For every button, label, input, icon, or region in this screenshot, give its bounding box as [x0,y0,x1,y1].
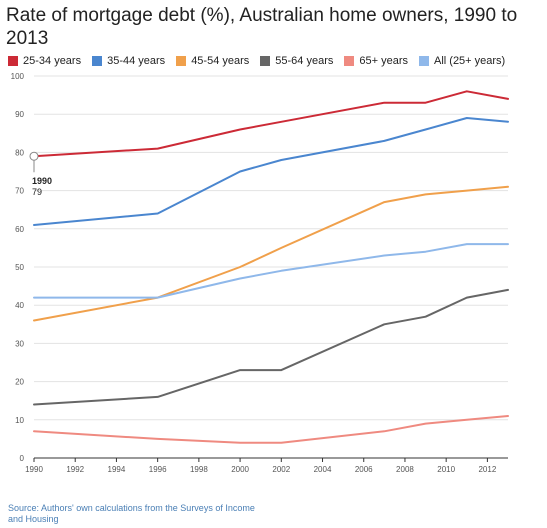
series-line-all-25-years[interactable] [33,243,509,299]
x-tick-label-1994: 1994 [108,465,126,474]
series-line-35-44-years[interactable] [33,117,509,226]
y-tick-label-90: 90 [15,110,24,119]
legend-label-35-44: 35-44 years [107,55,166,67]
legend-swatch-35-44 [92,56,103,66]
legend: 25-34 years 35-44 years 45-54 years 55-6… [8,54,516,68]
y-tick-label-50: 50 [15,263,24,272]
legend-item-65-plus[interactable]: 65+ years [344,55,408,67]
x-tick-label-2010: 2010 [437,465,455,474]
series-lines [33,90,509,444]
series-line-25-34-years[interactable] [33,90,509,158]
x-tick-label-1992: 1992 [66,465,84,474]
legend-label-65-plus: 65+ years [359,55,408,67]
y-tick-label-70: 70 [15,187,24,196]
x-tick-label-2002: 2002 [272,465,290,474]
tooltip-marker[interactable] [29,151,39,161]
legend-label-45-54: 45-54 years [191,55,250,67]
series-line-65-years[interactable] [33,415,509,444]
y-tick-label-80: 80 [15,148,24,157]
legend-label-25-34: 25-34 years [23,55,82,67]
chart-title: Rate of mortgage debt (%), Australian ho… [6,5,518,49]
x-tick-label-2012: 2012 [478,465,496,474]
y-tick-label-60: 60 [15,225,24,234]
x-tick-label-2000: 2000 [231,465,249,474]
line-chart: 0 10 20 30 40 50 60 70 80 90 100 1990 1992 1994 1996 19… [11,72,509,474]
series-line-55-64-years[interactable] [33,288,509,406]
y-tick-label-10: 10 [15,416,24,425]
legend-item-35-44[interactable]: 35-44 years [92,55,165,67]
x-tick-label-2006: 2006 [355,465,373,474]
legend-item-45-54[interactable]: 45-54 years [176,55,249,67]
legend-swatch-25-34 [8,56,18,66]
legend-swatch-55-64 [260,56,271,66]
tooltip: 1990 79 [29,151,52,197]
legend-swatch-all [419,56,429,66]
x-tick-label-1998: 1998 [190,465,208,474]
y-tick-label-20: 20 [15,378,24,387]
y-tick-label-40: 40 [15,301,24,310]
x-tick-label-2008: 2008 [396,465,414,474]
legend-swatch-65-plus [344,56,355,66]
legend-label-all: All (25+ years) [434,55,506,67]
source-note: Source: Authors' own calculations from t… [8,503,255,524]
x-tick-label-1990: 1990 [25,465,43,474]
tooltip-value: 79 [32,187,42,197]
x-tick-label-1996: 1996 [149,465,167,474]
legend-item-55-64[interactable]: 55-64 years [260,55,333,67]
y-tick-label-100: 100 [11,72,25,81]
legend-item-all[interactable]: All (25+ years) [419,55,505,67]
y-tick-label-30: 30 [15,339,24,348]
gridlines [34,75,508,421]
legend-item-25-34[interactable]: 25-34 years [8,55,81,67]
legend-label-55-64: 55-64 years [275,55,334,67]
axes: 0 10 20 30 40 50 60 70 80 90 100 1990 1992 1994 1996 19… [11,72,508,474]
tooltip-year: 1990 [32,176,52,186]
legend-swatch-45-54 [176,56,187,66]
x-tick-label-2004: 2004 [314,465,332,474]
y-tick-label-0: 0 [20,454,25,463]
series-line-45-54-years[interactable] [33,185,509,322]
